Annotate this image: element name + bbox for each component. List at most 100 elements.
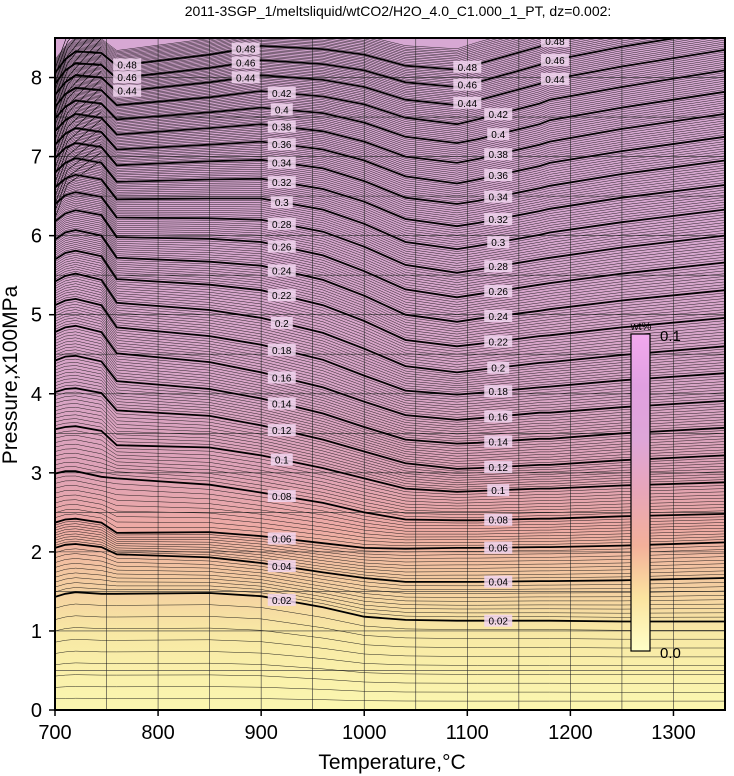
contour-label-bg: [484, 435, 513, 448]
contour-label-bg: [267, 532, 296, 545]
contour-label-bg: [267, 240, 296, 253]
minor-contour: [55, 38, 539, 68]
contour-label: 0.12: [488, 463, 508, 474]
minor-contour: [55, 184, 725, 264]
minor-contour: [55, 371, 725, 457]
minor-contour: [55, 216, 725, 305]
minor-contour: [55, 358, 725, 447]
minor-contour: [55, 119, 725, 172]
minor-contour: [55, 38, 71, 77]
x-tick-label: 1000: [342, 722, 387, 744]
minor-contour: [55, 538, 725, 576]
minor-contour: [55, 443, 725, 504]
minor-contour: [55, 46, 102, 119]
contour-label: 0.46: [545, 56, 565, 67]
minor-contour: [55, 208, 725, 296]
minor-contour: [55, 144, 725, 207]
contour-label-bg: [453, 96, 482, 109]
minor-contour: [55, 639, 725, 658]
minor-contour: [55, 418, 725, 488]
x-tick-label: 800: [141, 722, 174, 744]
minor-contour: [55, 179, 725, 257]
contour-label-bg: [267, 343, 296, 356]
minor-contour: [55, 283, 725, 382]
minor-contour: [55, 183, 725, 262]
contour-label: 0.16: [488, 412, 508, 423]
minor-contour: [55, 116, 725, 168]
contour-label-bg: [267, 490, 296, 503]
minor-contour: [55, 95, 725, 148]
minor-contour: [55, 188, 725, 269]
minor-contour: [55, 244, 725, 340]
minor-contour: [55, 375, 725, 460]
minor-contour: [55, 98, 725, 150]
minor-contour: [55, 513, 725, 547]
contour-label: 0.2: [491, 364, 505, 375]
minor-contour: [55, 261, 725, 360]
minor-contour: [55, 331, 725, 425]
minor-contour: [55, 38, 89, 98]
contour-label-bg: [453, 60, 482, 73]
contour-label: 0.22: [272, 291, 292, 302]
contour-label-bg: [270, 196, 293, 209]
major-contour: [55, 324, 725, 421]
contour-label: 0.42: [272, 89, 292, 100]
minor-contour: [55, 186, 725, 266]
minor-contour: [55, 603, 725, 631]
minor-contour: [55, 57, 725, 114]
x-axis-ticks: 700 800 900 1000 1100 1200 1300: [38, 710, 696, 744]
minor-contour: [55, 334, 725, 428]
minor-contour: [55, 227, 725, 320]
minor-contour: [55, 139, 725, 201]
minor-contour: [55, 154, 725, 222]
minor-contour: [55, 55, 725, 112]
contour-label: 0.04: [488, 578, 508, 589]
minor-contour: [55, 172, 725, 248]
contour-label: 0.48: [458, 63, 478, 74]
minor-contour: [55, 275, 725, 375]
contour-label-bg: [484, 513, 513, 526]
minor-contour: [55, 236, 725, 330]
minor-contour: [55, 466, 725, 518]
contour-label-bg: [484, 213, 513, 226]
minor-contour: [55, 255, 725, 352]
contour-labels: 0.02 0.02 0.04 0.04 0.06 0.06 0.08 0.08 0.1 0.1 0.…: [113, 38, 569, 628]
minor-contour: [55, 169, 725, 243]
minor-contour: [55, 148, 725, 214]
contour-label: 0.3: [491, 238, 505, 249]
minor-contour: [55, 132, 725, 190]
minor-contour: [55, 340, 725, 432]
contour-label: 0.34: [488, 193, 508, 204]
minor-contour: [55, 167, 725, 241]
minor-contour: [55, 150, 725, 216]
minor-contour: [55, 480, 725, 527]
major-contour: [55, 127, 725, 185]
minor-contour: [55, 285, 725, 384]
minor-contour: [55, 214, 725, 303]
minor-contour: [55, 221, 725, 313]
minor-contour: [55, 238, 725, 332]
contour-label-bg: [267, 424, 296, 437]
minor-contour: [55, 38, 96, 105]
minor-contour: [55, 309, 725, 405]
y-tick-label: 8: [31, 68, 42, 90]
minor-contour: [55, 337, 725, 430]
contour-label-bg: [487, 484, 510, 497]
minor-contour: [55, 199, 725, 283]
minor-contour: [55, 156, 725, 225]
contour-label: 0.3: [275, 198, 289, 209]
contour-label-bg: [540, 53, 569, 66]
contour-label: 0.48: [236, 45, 256, 56]
minor-contour: [55, 520, 725, 553]
minor-contour: [55, 662, 725, 675]
minor-contour: [55, 577, 725, 610]
contour-label: 0.04: [272, 562, 292, 573]
y-tick-label: 7: [31, 147, 42, 169]
minor-contour: [55, 166, 725, 238]
minor-contour: [55, 171, 725, 245]
contour-label: 0.36: [488, 171, 508, 182]
minor-contour: [55, 135, 725, 194]
minor-contour: [55, 38, 600, 77]
minor-contour: [55, 306, 725, 403]
contour-label: 0.24: [272, 266, 292, 277]
